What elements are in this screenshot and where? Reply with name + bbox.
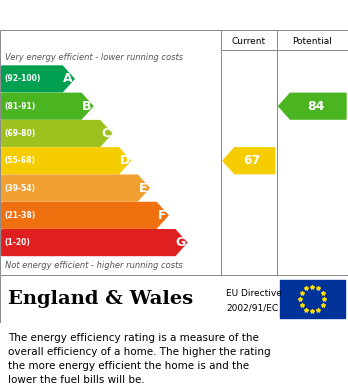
Text: Very energy efficient - lower running costs: Very energy efficient - lower running co… xyxy=(5,52,183,61)
Polygon shape xyxy=(2,66,74,92)
Text: (39-54): (39-54) xyxy=(5,183,36,192)
Text: overall efficiency of a home. The higher the rating: overall efficiency of a home. The higher… xyxy=(8,347,271,357)
Text: (1-20): (1-20) xyxy=(5,238,31,247)
Text: the more energy efficient the home is and the: the more energy efficient the home is an… xyxy=(8,361,249,371)
Text: Current: Current xyxy=(232,36,266,45)
Text: 67: 67 xyxy=(244,154,261,167)
Text: F: F xyxy=(158,209,166,222)
Text: (55-68): (55-68) xyxy=(5,156,36,165)
Text: A: A xyxy=(63,72,73,85)
Text: Not energy efficient - higher running costs: Not energy efficient - higher running co… xyxy=(5,260,183,269)
Text: (21-38): (21-38) xyxy=(5,211,36,220)
Polygon shape xyxy=(2,120,112,146)
Polygon shape xyxy=(2,230,187,255)
Text: EU Directive: EU Directive xyxy=(226,289,282,298)
Text: The energy efficiency rating is a measure of the: The energy efficiency rating is a measur… xyxy=(8,333,259,343)
Text: (69-80): (69-80) xyxy=(5,129,36,138)
Bar xyxy=(280,280,345,318)
Polygon shape xyxy=(2,148,130,174)
Polygon shape xyxy=(2,203,168,228)
Text: England & Wales: England & Wales xyxy=(8,290,193,308)
Text: 2002/91/EC: 2002/91/EC xyxy=(226,303,278,312)
Text: G: G xyxy=(176,236,186,249)
Polygon shape xyxy=(2,93,93,119)
Polygon shape xyxy=(279,93,346,119)
Text: 84: 84 xyxy=(307,100,324,113)
Text: C: C xyxy=(101,127,110,140)
Text: B: B xyxy=(82,100,92,113)
Polygon shape xyxy=(2,175,149,201)
Text: D: D xyxy=(119,154,130,167)
Text: (81-91): (81-91) xyxy=(5,102,36,111)
Text: Potential: Potential xyxy=(292,36,332,45)
Text: lower the fuel bills will be.: lower the fuel bills will be. xyxy=(8,375,145,385)
Text: (92-100): (92-100) xyxy=(5,74,41,83)
Text: Energy Efficiency Rating: Energy Efficiency Rating xyxy=(8,7,210,23)
Text: E: E xyxy=(139,181,148,195)
Polygon shape xyxy=(223,148,275,174)
